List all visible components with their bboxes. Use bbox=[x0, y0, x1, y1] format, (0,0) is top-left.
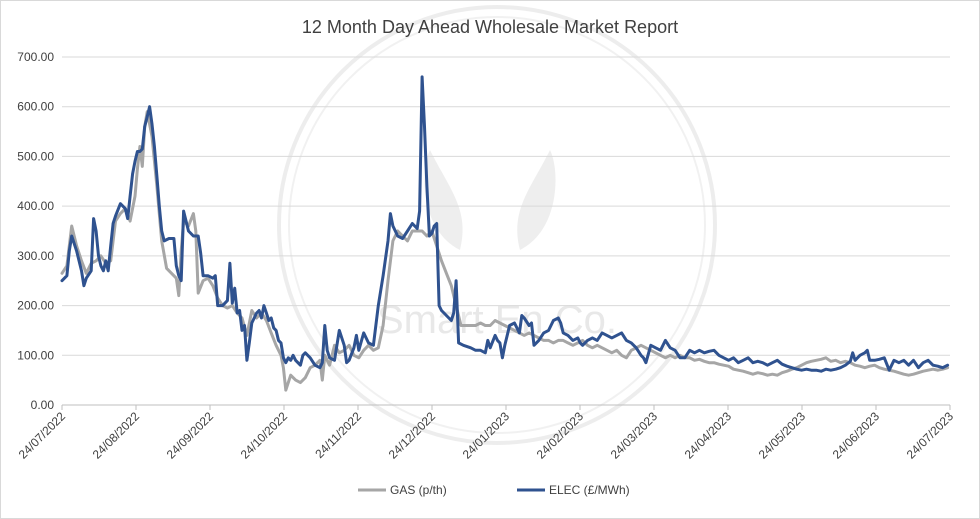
series-line-elec bbox=[60, 75, 950, 373]
leaf-left-icon bbox=[424, 150, 463, 250]
y-tick-label: 500.00 bbox=[17, 149, 54, 163]
y-tick-label: 200.00 bbox=[17, 299, 54, 313]
gridlines bbox=[62, 56, 950, 356]
y-tick-label: 100.00 bbox=[17, 348, 54, 362]
legend-gas-label: GAS (p/th) bbox=[390, 483, 447, 497]
legend-elec-label: ELEC (£/MWh) bbox=[549, 483, 630, 497]
y-tick-label: 0.00 bbox=[31, 398, 55, 412]
y-axis-ticks: 0.00 100.00 200.00 300.00 400.00 500.00 600.00… bbox=[17, 50, 54, 412]
y-tick-label: 300.00 bbox=[17, 249, 54, 263]
chart-title: 12 Month Day Ahead Wholesale Market Repo… bbox=[302, 17, 678, 37]
y-tick-label: 400.00 bbox=[17, 199, 54, 213]
series-lines bbox=[60, 75, 950, 392]
leaf-right-icon bbox=[517, 150, 556, 250]
legend: GAS (p/th) ELEC (£/MWh) bbox=[358, 483, 630, 497]
y-tick-label: 600.00 bbox=[17, 100, 54, 114]
y-tick-label: 700.00 bbox=[17, 50, 54, 64]
